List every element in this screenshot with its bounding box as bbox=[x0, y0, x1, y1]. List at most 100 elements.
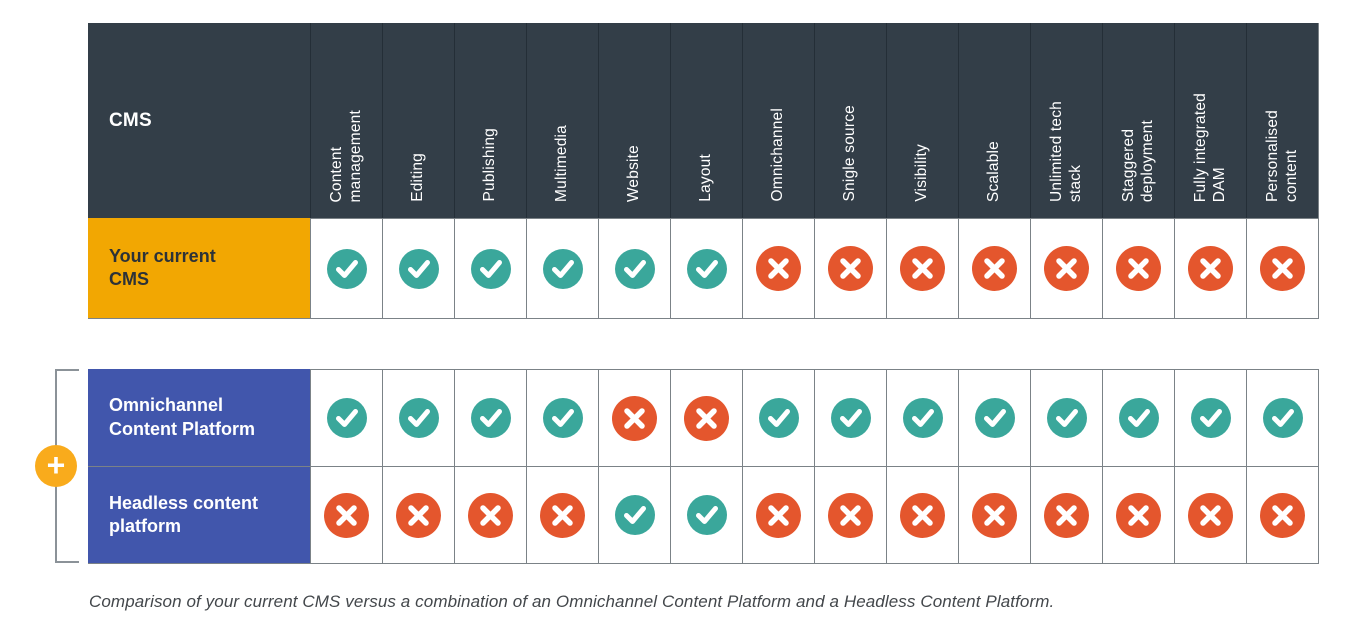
column-header-label: Snigle source bbox=[841, 105, 859, 202]
check-icon bbox=[614, 248, 655, 289]
cross-icon bbox=[828, 492, 873, 538]
cross-icon bbox=[684, 395, 729, 441]
check-icon bbox=[470, 398, 511, 438]
check-icon bbox=[614, 495, 655, 535]
feature-cell bbox=[310, 466, 382, 563]
feature-cell bbox=[382, 466, 454, 563]
cross-icon bbox=[1116, 246, 1161, 291]
column-header-label: Visibility bbox=[913, 144, 931, 202]
feature-cell bbox=[1102, 369, 1174, 466]
check-icon bbox=[1046, 398, 1087, 438]
feature-cell bbox=[958, 369, 1030, 466]
feature-cell bbox=[958, 466, 1030, 563]
feature-cell bbox=[526, 218, 598, 318]
combo-platforms-table: Omnichannel Content Platform Headless con… bbox=[88, 369, 1319, 564]
column-header-label: Editing bbox=[409, 153, 427, 202]
current-cms-table: CMS Content management Editing Publishing M… bbox=[88, 23, 1319, 319]
feature-cell bbox=[454, 466, 526, 563]
cross-icon bbox=[324, 492, 369, 538]
feature-cell bbox=[526, 466, 598, 563]
feature-cell bbox=[814, 218, 886, 318]
table-corner-cell: CMS bbox=[88, 23, 310, 218]
check-icon bbox=[542, 398, 583, 438]
cross-icon bbox=[468, 492, 513, 538]
feature-cell bbox=[670, 466, 742, 563]
column-header-label: Website bbox=[625, 144, 643, 202]
column-header-label: Omnichannel bbox=[769, 108, 787, 202]
feature-cell bbox=[1102, 466, 1174, 563]
cross-icon bbox=[1116, 492, 1161, 538]
check-icon bbox=[1118, 398, 1159, 438]
feature-cell bbox=[958, 218, 1030, 318]
column-header: Omnichannel bbox=[742, 23, 814, 218]
cross-icon bbox=[1260, 246, 1305, 291]
column-header: Editing bbox=[382, 23, 454, 218]
column-header: Visibility bbox=[886, 23, 958, 218]
feature-cell bbox=[742, 466, 814, 563]
row-label: Omnichannel Content Platform bbox=[88, 369, 310, 466]
column-header-label: Content management bbox=[327, 109, 364, 202]
column-header-label: Fully integrated DAM bbox=[1191, 92, 1228, 202]
cross-icon bbox=[1188, 246, 1233, 291]
feature-cell bbox=[1174, 369, 1246, 466]
cross-icon bbox=[396, 492, 441, 538]
cross-icon bbox=[1188, 492, 1233, 538]
column-header: Staggered deployment bbox=[1102, 23, 1174, 218]
feature-cell bbox=[598, 369, 670, 466]
check-icon bbox=[470, 248, 511, 289]
feature-cell bbox=[526, 369, 598, 466]
check-icon bbox=[830, 398, 871, 438]
feature-cell bbox=[598, 466, 670, 563]
check-icon bbox=[326, 398, 367, 438]
column-header: Unlimited tech stack bbox=[1030, 23, 1102, 218]
feature-cell bbox=[1102, 218, 1174, 318]
feature-cell bbox=[886, 369, 958, 466]
check-icon bbox=[902, 398, 943, 438]
check-icon bbox=[974, 398, 1015, 438]
column-header-label: Unlimited tech stack bbox=[1047, 100, 1084, 202]
column-header-label: Personalised content bbox=[1263, 109, 1300, 202]
cross-icon bbox=[828, 246, 873, 291]
feature-cell bbox=[310, 218, 382, 318]
column-header: Multimedia bbox=[526, 23, 598, 218]
feature-cell bbox=[670, 218, 742, 318]
feature-cell bbox=[1246, 466, 1318, 563]
feature-cell bbox=[1246, 218, 1318, 318]
feature-cell bbox=[1030, 369, 1102, 466]
plus-icon: + bbox=[35, 445, 77, 487]
cross-icon bbox=[1260, 492, 1305, 538]
check-icon bbox=[542, 248, 583, 289]
table-corner-label: CMS bbox=[109, 109, 152, 131]
feature-cell bbox=[742, 369, 814, 466]
cross-icon bbox=[900, 246, 945, 291]
column-header: Scalable bbox=[958, 23, 1030, 218]
cross-icon bbox=[972, 492, 1017, 538]
feature-cell bbox=[742, 218, 814, 318]
cross-icon bbox=[756, 492, 801, 538]
cross-icon bbox=[1044, 492, 1089, 538]
cross-icon bbox=[756, 246, 801, 291]
feature-cell bbox=[886, 218, 958, 318]
check-icon bbox=[686, 248, 727, 289]
column-header-label: Scalable bbox=[985, 140, 1003, 202]
cross-icon bbox=[972, 246, 1017, 291]
check-icon bbox=[1262, 398, 1303, 438]
feature-cell bbox=[1030, 466, 1102, 563]
column-header: Personalised content bbox=[1246, 23, 1318, 218]
feature-cell bbox=[670, 369, 742, 466]
feature-cell bbox=[886, 466, 958, 563]
combo-bracket-bottom-tick bbox=[55, 561, 79, 563]
feature-cell bbox=[1174, 218, 1246, 318]
feature-cell bbox=[814, 369, 886, 466]
column-header: Layout bbox=[670, 23, 742, 218]
feature-cell bbox=[1246, 369, 1318, 466]
check-icon bbox=[686, 495, 727, 535]
feature-cell bbox=[382, 369, 454, 466]
cross-icon bbox=[900, 492, 945, 538]
feature-cell bbox=[382, 218, 454, 318]
check-icon bbox=[398, 398, 439, 438]
feature-cell bbox=[814, 466, 886, 563]
column-header-label: Layout bbox=[697, 154, 715, 202]
column-header-label: Staggered deployment bbox=[1119, 119, 1156, 202]
